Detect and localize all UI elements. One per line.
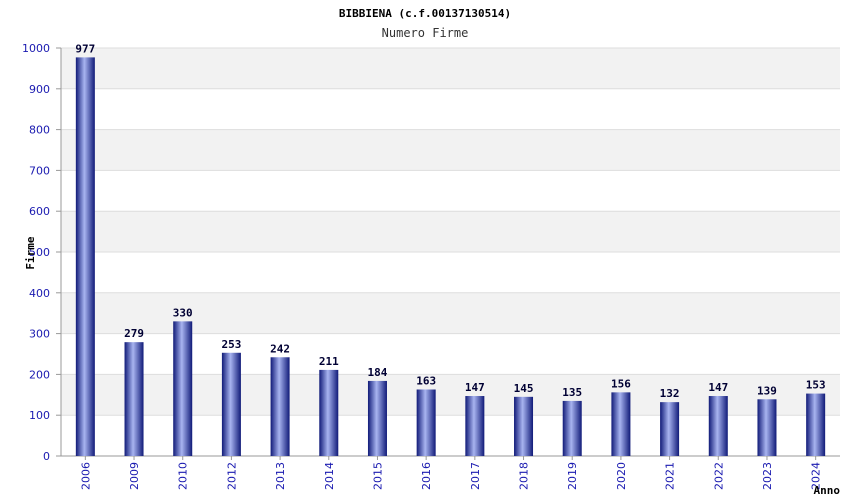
data-label-2023: 139: [757, 384, 777, 397]
y-tick-label: 0: [43, 450, 50, 463]
data-label-2015: 184: [368, 366, 388, 379]
grid-band: [61, 211, 840, 252]
bar-2020: [611, 392, 631, 456]
y-axis-label: Firme: [24, 236, 37, 269]
data-label-2019: 135: [562, 386, 582, 399]
y-tick-label: 900: [29, 83, 50, 96]
data-label-2014: 211: [319, 355, 339, 368]
y-tick-label: 600: [29, 205, 50, 218]
bar-2023: [757, 399, 777, 456]
x-tick-label-2019: 2019: [566, 462, 579, 490]
x-tick-label-2020: 2020: [615, 462, 628, 490]
y-tick-label: 700: [29, 164, 50, 177]
x-tick-label-2017: 2017: [469, 462, 482, 490]
x-tick-label-2021: 2021: [664, 462, 677, 490]
x-tick-label-2015: 2015: [371, 462, 384, 490]
grid-band: [61, 129, 840, 171]
x-tick-label-2013: 2013: [274, 462, 287, 490]
bar-2024: [806, 393, 826, 456]
x-tick-label-2014: 2014: [323, 462, 336, 490]
bar-2019: [562, 400, 582, 456]
y-tick-labels: 0 100 200 300 400 500 600 700 800 900 1000: [22, 42, 50, 463]
bar-2015: [367, 380, 387, 456]
data-label-2018: 145: [514, 382, 534, 395]
bar-2017: [465, 396, 485, 456]
x-tick-label-2018: 2018: [518, 462, 531, 490]
bar-2010: [173, 321, 193, 456]
x-tick-label-2010: 2010: [177, 462, 190, 490]
bar-2012: [221, 352, 241, 456]
bar-2006: [75, 57, 95, 456]
bar-2021: [660, 402, 680, 456]
data-label-2013: 242: [270, 342, 290, 355]
bar-2009: [124, 342, 144, 456]
data-label-2006: 977: [75, 42, 95, 55]
bar-2014: [319, 369, 339, 456]
data-label-2009: 279: [124, 327, 144, 340]
x-tick-label-2012: 2012: [225, 462, 238, 490]
chart-title: BIBBIENA (c.f.00137130514): [339, 7, 511, 20]
x-tick-label-2006: 2006: [79, 462, 92, 490]
data-labels: 977 279 330 253 242 211 184 163 147 145 135 156 132 1…: [75, 42, 825, 400]
y-tick-label: 200: [29, 368, 50, 381]
y-tick-label: 500: [29, 246, 50, 259]
y-tick-label: 400: [29, 287, 50, 300]
bar-2018: [514, 396, 534, 456]
data-label-2010: 330: [173, 306, 193, 319]
x-tick-label-2024: 2024: [810, 462, 823, 490]
x-tick-label-2023: 2023: [761, 462, 774, 490]
bar-2013: [270, 357, 290, 456]
grid-band: [61, 48, 840, 89]
x-tick-label-2016: 2016: [420, 462, 433, 490]
y-tick-label: 800: [29, 124, 50, 137]
x-tick-label-2022: 2022: [712, 462, 725, 490]
data-label-2016: 163: [416, 374, 436, 387]
data-label-2022: 147: [708, 381, 728, 394]
data-label-2017: 147: [465, 381, 485, 394]
data-label-2021: 132: [660, 387, 680, 400]
x-tick-label-2009: 2009: [128, 462, 141, 490]
data-label-2012: 253: [221, 338, 241, 351]
chart-subtitle: Numero Firme: [382, 26, 469, 40]
data-label-2024: 153: [806, 379, 826, 392]
bars: [75, 57, 826, 456]
y-tick-label: 100: [29, 409, 50, 422]
x-tick-labels: 2006 2009 2010 2012 2013 2014 2015 2016 2017 2018…: [79, 456, 823, 490]
y-tick-label: 300: [29, 328, 50, 341]
y-tick-label: 1000: [22, 42, 50, 55]
x-axis-label: Anno: [814, 484, 841, 497]
plot-bands: [61, 48, 840, 416]
bar-2022: [708, 396, 728, 456]
data-label-2020: 156: [611, 377, 631, 390]
bar-2016: [416, 389, 436, 456]
